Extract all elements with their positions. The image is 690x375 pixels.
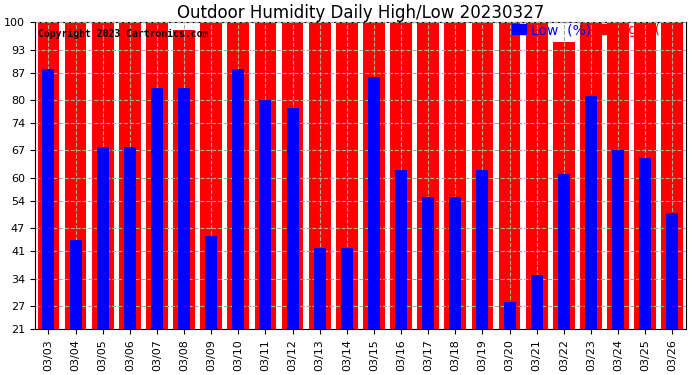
Bar [634,22,656,375]
Bar [314,248,326,375]
Bar [65,22,86,375]
Bar [391,22,412,375]
Bar [449,197,461,375]
Bar [309,22,331,375]
Bar [444,22,466,375]
Bar [286,108,299,375]
Bar [259,100,271,375]
Bar [97,147,108,375]
Bar [70,240,81,375]
Bar [580,22,602,375]
Text: Copyright 2023 Cartronics.com: Copyright 2023 Cartronics.com [38,28,208,39]
Bar [504,302,515,375]
Bar [146,22,168,375]
Bar [612,150,624,375]
Bar [255,22,276,375]
Bar [37,22,59,375]
Bar [233,69,244,375]
Bar [119,22,141,375]
Bar [639,158,651,375]
Bar [417,22,439,375]
Bar [92,22,114,375]
Bar [526,22,547,375]
Title: Outdoor Humidity Daily High/Low 20230327: Outdoor Humidity Daily High/Low 20230327 [177,4,544,22]
Bar [363,22,385,375]
Bar [124,147,136,375]
Bar [662,22,683,375]
Bar [43,69,55,375]
Bar [151,88,163,375]
Bar [341,248,353,375]
Bar [531,275,542,375]
Bar [477,170,489,375]
Bar [395,170,407,375]
Bar [553,42,575,375]
Bar [558,174,570,375]
Bar [368,77,380,375]
Bar [471,22,493,375]
Bar [499,22,520,375]
Bar [178,88,190,375]
Bar [422,197,434,375]
Bar [205,236,217,375]
Bar [667,213,678,375]
Bar [607,22,629,375]
Bar [228,22,249,375]
Bar [200,22,222,375]
Bar [585,96,597,375]
Bar [173,30,195,375]
Bar [336,22,357,375]
Bar [282,22,304,375]
Legend: Low  (%), High  (%): Low (%), High (%) [513,23,679,37]
